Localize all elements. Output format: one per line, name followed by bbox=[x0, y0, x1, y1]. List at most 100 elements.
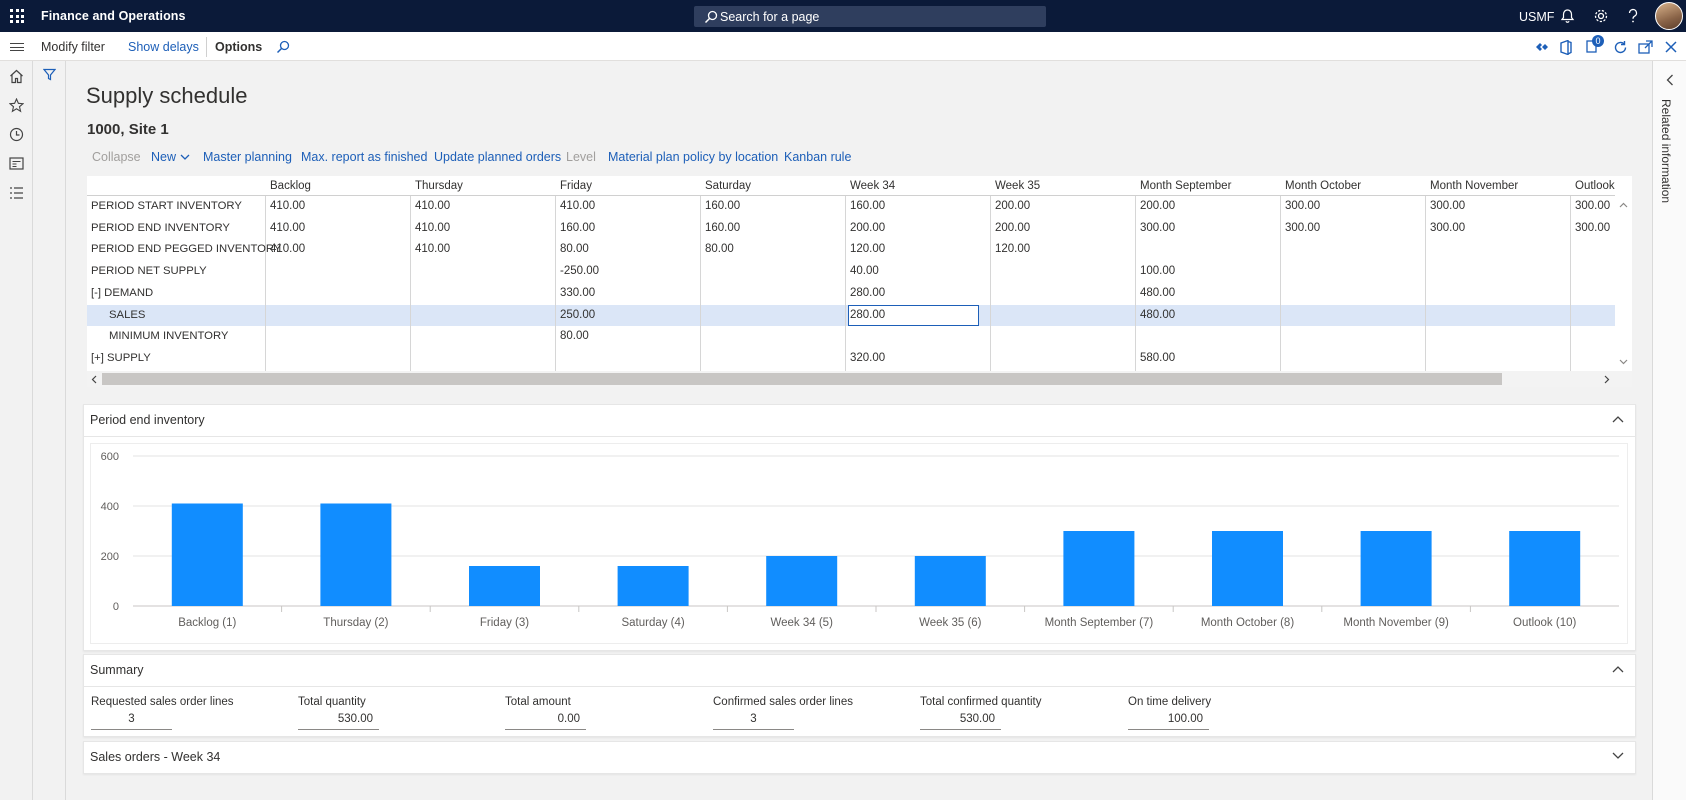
home-icon[interactable] bbox=[9, 69, 24, 84]
grid-cell[interactable]: 200.00 bbox=[850, 221, 886, 234]
grid-cell[interactable]: 280.00 bbox=[850, 286, 886, 299]
grid-cell[interactable]: 160.00 bbox=[705, 200, 741, 212]
column-header[interactable]: Thursday bbox=[415, 180, 463, 192]
grid-cell[interactable]: 410.00 bbox=[270, 221, 306, 234]
master-planning-button[interactable]: Master planning bbox=[203, 150, 292, 164]
vertical-scrollbar[interactable] bbox=[1615, 196, 1632, 371]
options-tab[interactable]: Options bbox=[215, 40, 263, 54]
summary-field-value[interactable]: 530.00 bbox=[298, 713, 379, 730]
chart-bar[interactable] bbox=[1212, 531, 1283, 606]
grid-cell[interactable]: 160.00 bbox=[850, 200, 886, 212]
section-title[interactable]: Summary bbox=[90, 663, 144, 677]
chart-bar[interactable] bbox=[914, 556, 986, 606]
chart-bar[interactable] bbox=[320, 503, 392, 607]
column-header[interactable]: Saturday bbox=[705, 180, 752, 192]
section-title[interactable]: Period end inventory bbox=[90, 413, 205, 427]
horizontal-scroll-thumb[interactable] bbox=[102, 373, 1502, 385]
show-delays-button[interactable]: Show delays bbox=[128, 40, 199, 54]
kanban-rule-button[interactable]: Kanban rule bbox=[784, 150, 852, 164]
chart-bar[interactable] bbox=[171, 503, 243, 607]
grid-cell[interactable]: 200.00 bbox=[995, 221, 1031, 234]
bell-icon[interactable] bbox=[1560, 8, 1575, 24]
close-icon[interactable] bbox=[1665, 41, 1677, 53]
modules-list-icon[interactable] bbox=[9, 186, 24, 200]
scroll-down-icon[interactable] bbox=[1619, 359, 1628, 365]
grid-cell[interactable]: -250.00 bbox=[560, 265, 600, 278]
grid-cell[interactable]: 250.00 bbox=[560, 308, 596, 321]
grid-cell[interactable]: 320.00 bbox=[850, 351, 886, 364]
scroll-right-icon[interactable] bbox=[1604, 375, 1610, 384]
refresh-icon[interactable] bbox=[1613, 40, 1628, 55]
app-name[interactable]: Finance and Operations bbox=[41, 9, 186, 23]
chart-bar[interactable] bbox=[1509, 531, 1581, 606]
column-header[interactable]: Friday bbox=[560, 180, 592, 192]
grid-cell[interactable]: 40.00 bbox=[850, 265, 879, 278]
summary-field-value[interactable]: 530.00 bbox=[920, 713, 1001, 730]
grid-cell[interactable]: 200.00 bbox=[1140, 200, 1176, 212]
search-icon[interactable] bbox=[276, 40, 290, 54]
modify-filter-button[interactable]: Modify filter bbox=[41, 40, 105, 54]
search-input[interactable]: Search for a page bbox=[694, 6, 1046, 27]
grid-cell[interactable]: 100.00 bbox=[1140, 265, 1176, 278]
help-icon[interactable] bbox=[1627, 8, 1639, 24]
row-label[interactable]: PERIOD END INVENTORY bbox=[91, 221, 230, 234]
chart-bar[interactable] bbox=[766, 556, 838, 606]
max-report-as-finished-button[interactable]: Max. report as finished bbox=[301, 150, 428, 164]
grid-cell[interactable]: 120.00 bbox=[995, 243, 1031, 256]
section-title[interactable]: Sales orders - Week 34 bbox=[90, 750, 221, 764]
row-label[interactable]: MINIMUM INVENTORY bbox=[109, 330, 229, 343]
grid-cell[interactable]: 300.00 bbox=[1575, 221, 1611, 234]
grid-cell[interactable]: 300.00 bbox=[1575, 200, 1611, 212]
level-button[interactable]: Level bbox=[566, 150, 596, 164]
grid-cell[interactable]: 300.00 bbox=[1285, 200, 1321, 212]
workspaces-icon[interactable] bbox=[9, 157, 24, 170]
update-planned-orders-button[interactable]: Update planned orders bbox=[434, 150, 562, 164]
grid-cell[interactable]: 410.00 bbox=[560, 200, 596, 212]
office-icon[interactable] bbox=[1560, 40, 1572, 55]
column-header[interactable]: Backlog bbox=[270, 180, 311, 192]
summary-field-value[interactable]: 100.00 bbox=[1128, 713, 1209, 730]
grid-cell[interactable]: 410.00 bbox=[270, 200, 306, 212]
grid-cell[interactable]: 580.00 bbox=[1140, 351, 1176, 364]
grid-cell[interactable]: 80.00 bbox=[560, 243, 589, 256]
grid-cell[interactable]: 300.00 bbox=[1430, 200, 1466, 212]
grid-cell[interactable]: 80.00 bbox=[705, 243, 734, 256]
row-label[interactable]: [+] SUPPLY bbox=[91, 351, 151, 364]
summary-field-value[interactable]: 0.00 bbox=[505, 713, 586, 730]
open-new-window-icon[interactable] bbox=[1638, 40, 1653, 54]
material-plan-policy-button[interactable]: Material plan policy by location bbox=[608, 150, 779, 164]
focused-cell[interactable] bbox=[848, 305, 979, 326]
company-picker[interactable]: USMF bbox=[1519, 10, 1555, 24]
summary-field-value[interactable]: 3 bbox=[713, 713, 794, 730]
favorites-star-icon[interactable] bbox=[9, 98, 24, 113]
column-header[interactable]: Week 35 bbox=[995, 180, 1041, 192]
row-label[interactable]: PERIOD START INVENTORY bbox=[91, 200, 242, 212]
grid-cell[interactable]: 410.00 bbox=[415, 200, 451, 212]
chevron-up-icon[interactable] bbox=[1612, 665, 1624, 673]
recent-clock-icon[interactable] bbox=[9, 127, 24, 142]
chart-bar[interactable] bbox=[469, 566, 540, 606]
chart-bar[interactable] bbox=[617, 566, 689, 606]
grid-cell[interactable]: 330.00 bbox=[560, 286, 596, 299]
column-header[interactable]: Outlook bbox=[1575, 180, 1615, 192]
column-header[interactable]: Week 34 bbox=[850, 180, 896, 192]
grid-cell[interactable]: 410.00 bbox=[415, 243, 451, 256]
grid-cell[interactable]: 200.00 bbox=[995, 200, 1031, 212]
row-label[interactable]: PERIOD NET SUPPLY bbox=[91, 265, 207, 278]
grid-cell[interactable]: 300.00 bbox=[1430, 221, 1466, 234]
grid-cell[interactable]: 480.00 bbox=[1140, 308, 1176, 321]
scroll-left-icon[interactable] bbox=[91, 375, 97, 384]
column-header[interactable]: Month November bbox=[1430, 180, 1519, 192]
grid-cell[interactable]: 480.00 bbox=[1140, 286, 1176, 299]
filter-icon[interactable] bbox=[43, 68, 56, 81]
column-header[interactable]: Month September bbox=[1140, 180, 1232, 192]
chevron-down-icon[interactable] bbox=[1612, 752, 1624, 760]
row-label[interactable]: [-] DEMAND bbox=[91, 286, 154, 299]
row-label[interactable]: SALES bbox=[109, 308, 146, 321]
grid-cell[interactable]: 160.00 bbox=[705, 221, 741, 234]
grid-cell[interactable]: 410.00 bbox=[270, 243, 306, 256]
chevron-left-icon[interactable] bbox=[1666, 74, 1674, 86]
related-information-label[interactable]: Related information bbox=[1659, 99, 1673, 204]
new-button[interactable]: New bbox=[151, 150, 190, 164]
hamburger-menu-icon[interactable] bbox=[10, 43, 24, 51]
